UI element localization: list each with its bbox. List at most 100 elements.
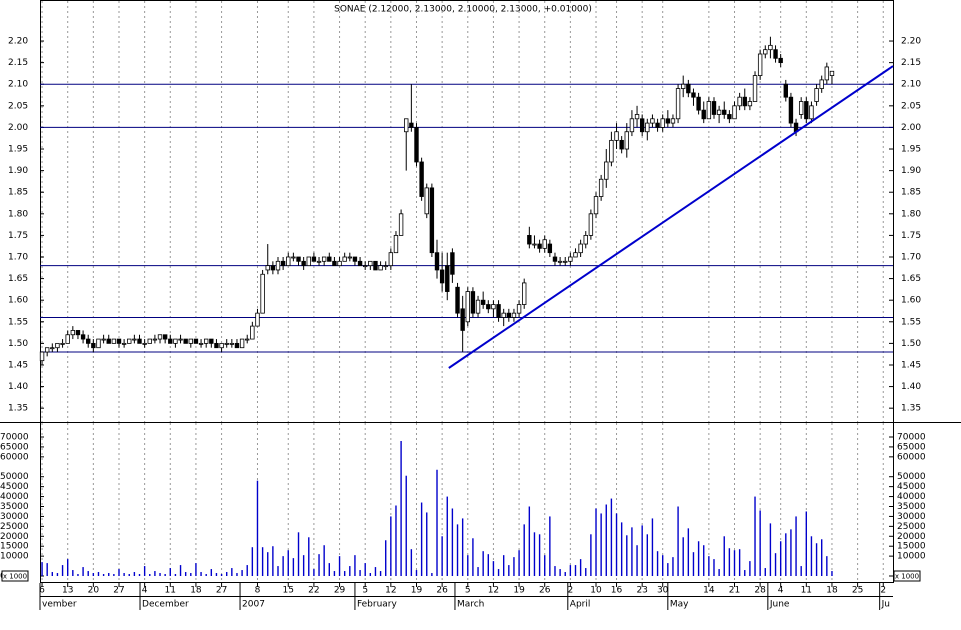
candle-body — [86, 338, 91, 344]
x-tick-label: 2 — [880, 586, 886, 596]
x-tick-label: 2 — [568, 586, 574, 596]
x-tick-label: 19 — [513, 586, 525, 596]
candle-body — [460, 308, 465, 331]
candle-body — [337, 260, 342, 267]
month-label: February — [357, 600, 398, 610]
candle-body — [162, 334, 168, 340]
candle-body — [152, 338, 158, 341]
y-tick-label: 2.00 — [8, 123, 28, 133]
candle-body — [804, 101, 809, 120]
candle-body — [229, 342, 235, 345]
candle-body — [470, 291, 476, 314]
unit-box — [893, 570, 921, 582]
y-tick-label: 2.20 — [8, 37, 28, 47]
y-tick-label: 10000 — [897, 552, 926, 562]
candle-body — [352, 256, 358, 262]
candle-body — [321, 256, 327, 262]
candle-body — [342, 256, 347, 262]
candle-body — [614, 131, 619, 141]
y-tick-label: 2.05 — [8, 101, 28, 111]
candle-body — [568, 256, 573, 262]
y-tick-label: 30000 — [897, 512, 926, 522]
candle-body — [296, 256, 301, 262]
candle-body — [783, 83, 788, 98]
candle-body — [193, 338, 199, 344]
y-tick-label: 1.50 — [8, 339, 28, 349]
candle-body — [347, 256, 353, 259]
y-tick-label: 60000 — [0, 452, 29, 462]
candle-body — [450, 252, 455, 275]
x-tick-label: 8 — [255, 586, 261, 596]
candle-body — [604, 161, 609, 180]
candle-body — [532, 243, 537, 246]
candle-body — [670, 118, 676, 124]
candle-body — [645, 122, 650, 133]
candle-body — [121, 342, 127, 345]
y-tick-label: 1.35 — [901, 404, 921, 414]
y-tick-label: 2.05 — [901, 101, 921, 111]
x-tick-label: 26 — [436, 586, 448, 596]
x-tick-label: 27 — [216, 586, 227, 596]
candle-body — [768, 44, 773, 51]
candle-body — [588, 213, 594, 236]
candle-body — [819, 79, 824, 89]
x-tick-label: 4 — [142, 586, 148, 596]
candle-body — [829, 70, 835, 76]
candle-body — [332, 260, 337, 267]
y-tick-label: 2.15 — [901, 58, 921, 68]
month-label: vember — [42, 600, 77, 610]
candle-body — [665, 118, 671, 124]
candle-body — [91, 342, 96, 349]
x-tick-label: 21 — [729, 586, 740, 596]
candle-body — [234, 342, 240, 349]
candle-body — [409, 122, 414, 128]
candle-body — [445, 265, 450, 292]
candle-body — [706, 101, 712, 120]
candle-body — [486, 304, 491, 310]
y-tick-label: 30000 — [0, 512, 29, 522]
candle-body — [147, 338, 152, 344]
y-tick-label: 1.85 — [8, 188, 28, 198]
x-tick-label: 28 — [754, 586, 766, 596]
candle-body — [824, 66, 830, 81]
candle-body — [429, 187, 435, 254]
candle-body — [593, 196, 599, 215]
x-tick-label: 27 — [113, 586, 124, 596]
candle-body — [311, 256, 317, 262]
candle-body — [404, 118, 409, 133]
y-tick-label: 2.20 — [901, 37, 921, 47]
x-tick-label: 5 — [465, 586, 471, 596]
candle-body — [634, 114, 640, 120]
candle-body — [563, 260, 568, 263]
candle-body — [578, 243, 583, 254]
y-tick-label: 40000 — [0, 492, 29, 502]
candle-body — [711, 101, 717, 115]
y-tick-label: 20000 — [0, 532, 29, 542]
y-tick-label: 1.95 — [901, 145, 921, 155]
x-tick-label: 5 — [362, 586, 368, 596]
x-tick-label: 14 — [703, 586, 715, 596]
x-tick-label: 19 — [411, 586, 423, 596]
candle-body — [214, 342, 219, 349]
candle-body — [80, 334, 86, 340]
candle-body — [732, 105, 737, 120]
y-tick-label: 1.80 — [8, 209, 28, 219]
candle-body — [362, 265, 368, 268]
candle-body — [368, 260, 373, 267]
candle-body — [393, 235, 399, 254]
candle-body — [788, 96, 794, 124]
x-tick-label: 30 — [657, 586, 669, 596]
candle-body — [655, 122, 660, 128]
y-tick-label: 45000 — [0, 482, 29, 492]
candle-body — [50, 347, 55, 350]
candle-body — [132, 338, 137, 341]
x-tick-label: 11 — [165, 586, 176, 596]
y-tick-label: 25000 — [0, 522, 29, 532]
x-tick-label: 22 — [308, 586, 319, 596]
y-tick-label: 10000 — [0, 552, 29, 562]
y-tick-label: 1.65 — [901, 274, 921, 284]
y-tick-label: 1.60 — [901, 296, 921, 306]
month-label: June — [769, 600, 790, 610]
candle-body — [496, 304, 501, 318]
